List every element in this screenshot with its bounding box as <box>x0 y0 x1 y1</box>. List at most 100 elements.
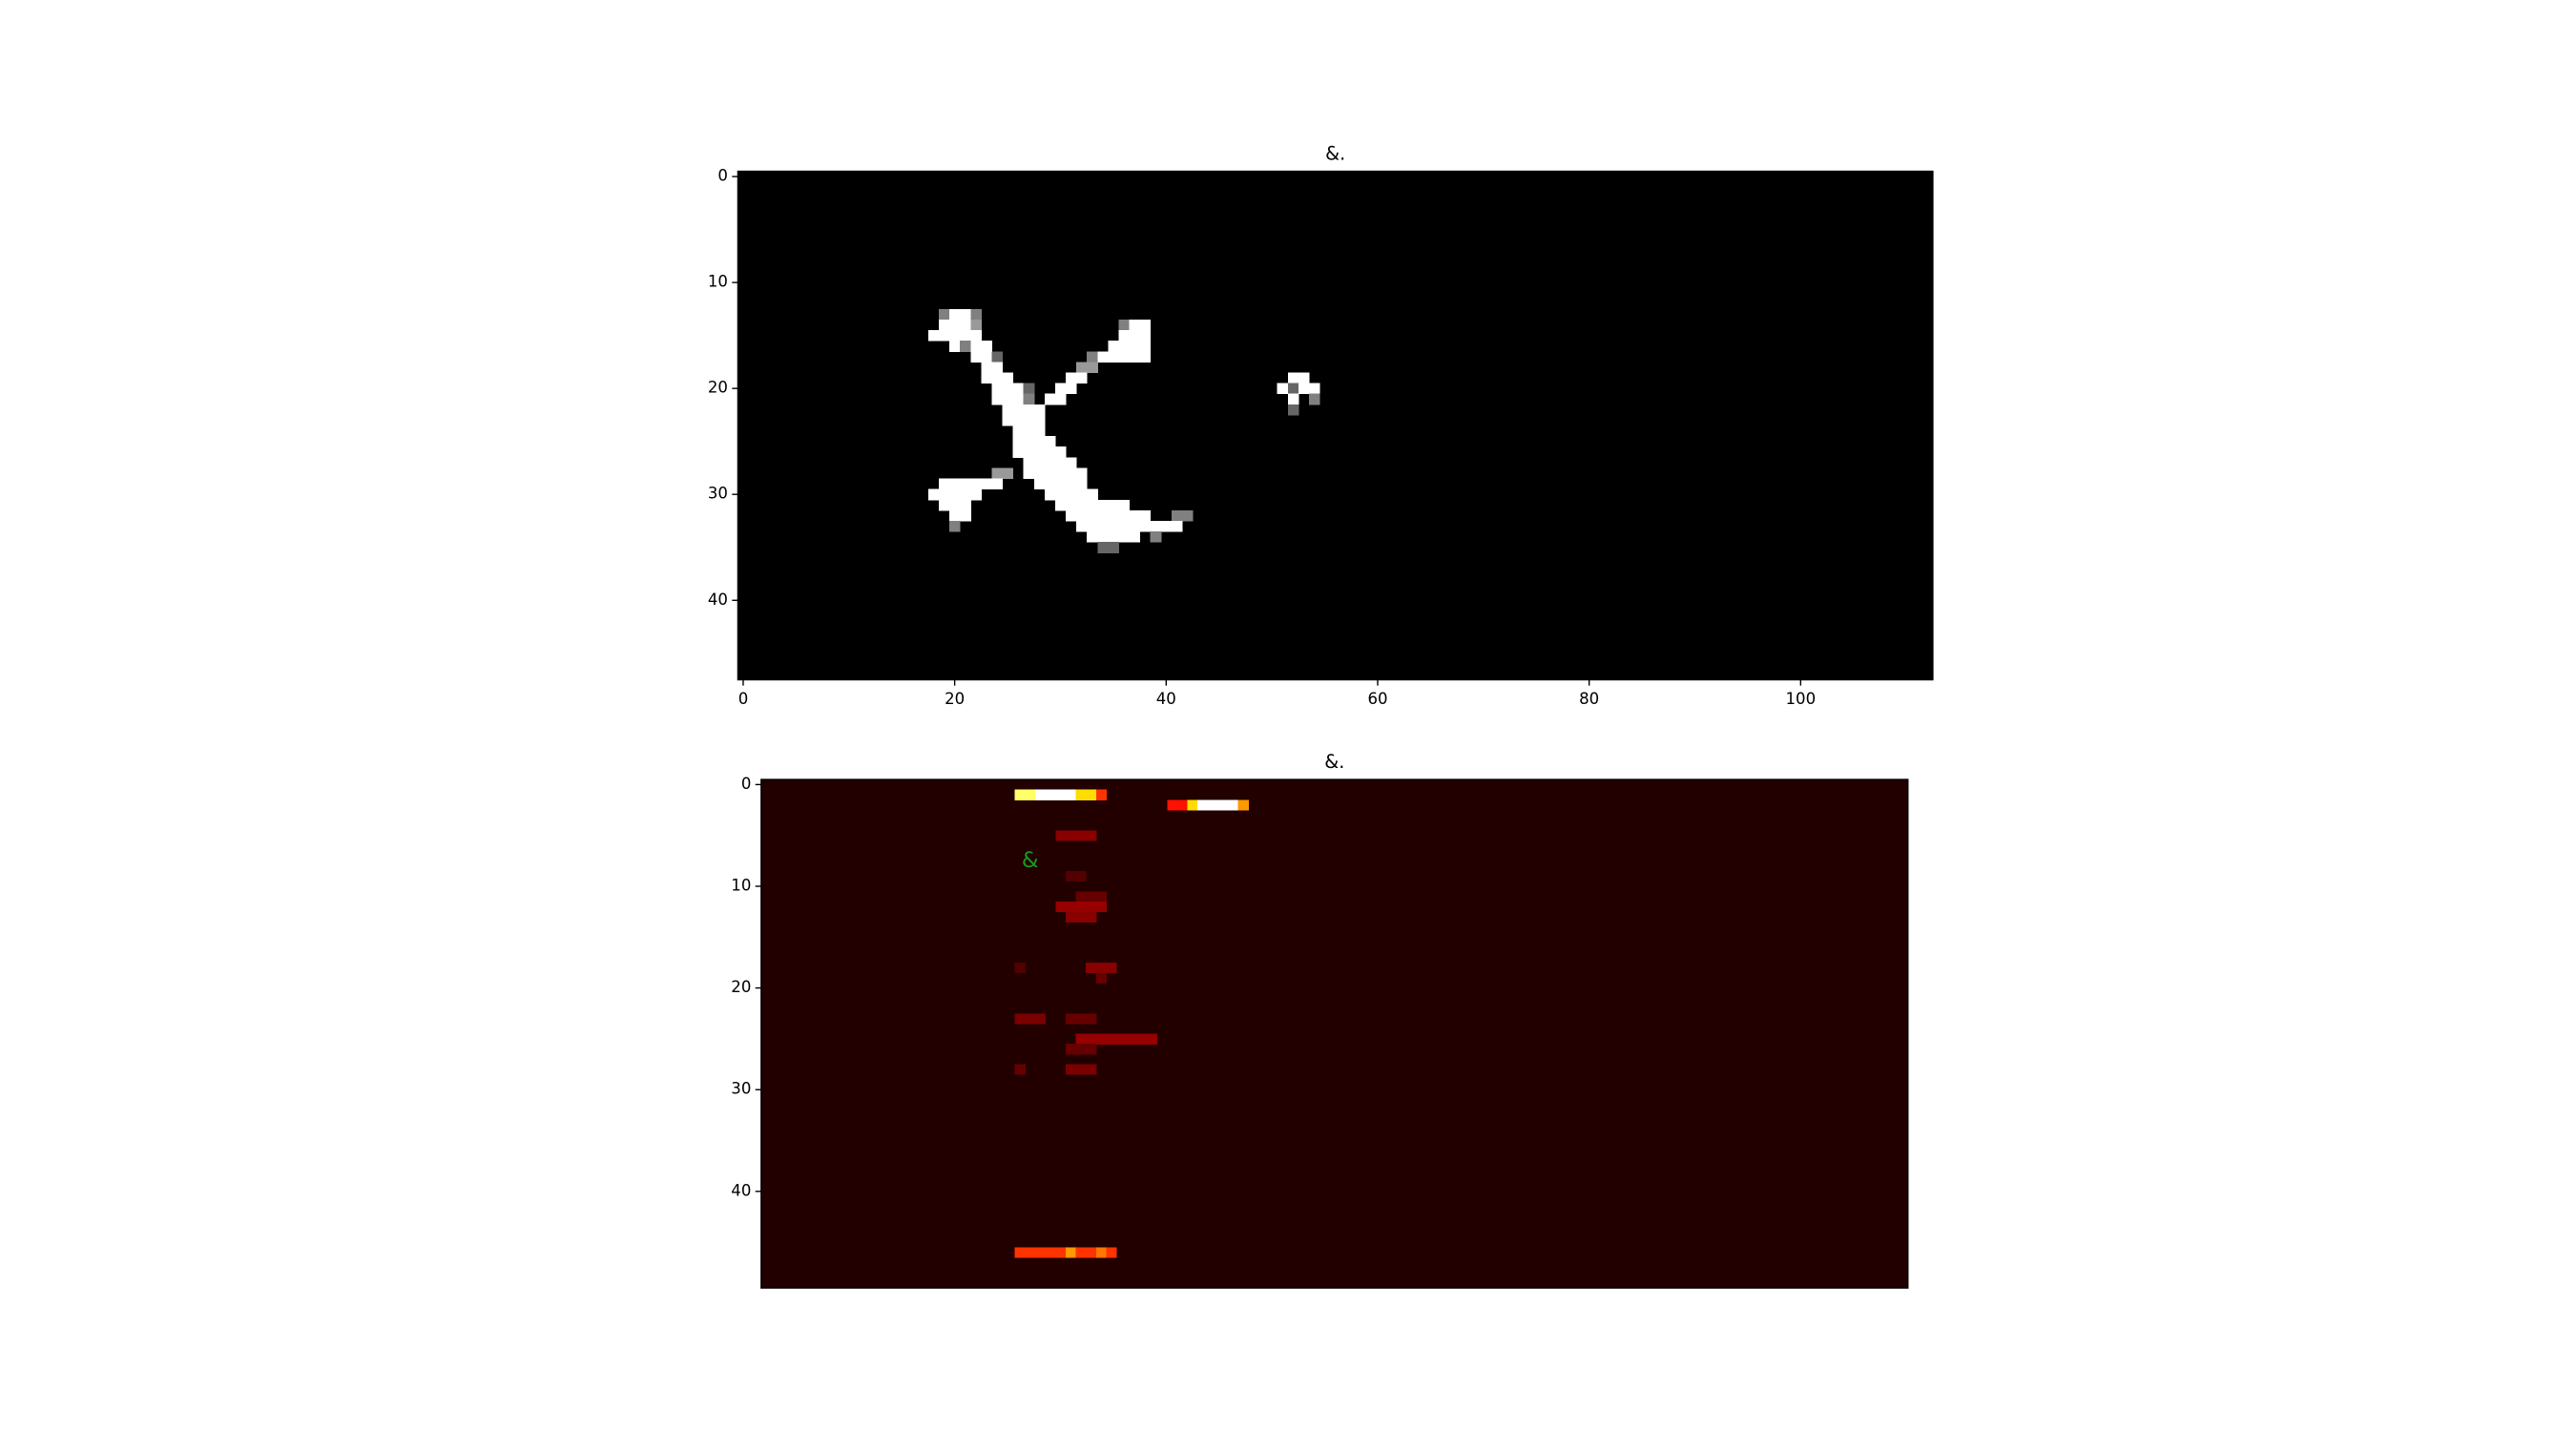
pixel <box>1065 911 1097 923</box>
pixel <box>1012 425 1046 437</box>
y-tick-label: 10 <box>708 273 728 291</box>
subplot: &. 0 10 20 30 40 & <box>731 751 1909 1289</box>
pixel <box>939 319 971 331</box>
pixel <box>1129 319 1152 331</box>
y-tick-label: 40 <box>731 1181 751 1199</box>
pixel <box>1287 393 1299 405</box>
pixel <box>1066 509 1152 522</box>
pixel <box>1075 891 1107 902</box>
pixel <box>991 383 1025 395</box>
pixel <box>1118 319 1131 331</box>
pixel <box>970 308 982 321</box>
pixel <box>1287 372 1310 384</box>
pixel <box>1012 436 1056 447</box>
annotation: & <box>1022 848 1039 873</box>
pixel <box>1075 1033 1158 1045</box>
x-tick-label: 20 <box>945 690 965 708</box>
pixel <box>1095 1247 1107 1258</box>
pixel <box>1237 799 1249 811</box>
x-tick-label: 80 <box>1579 690 1599 708</box>
pixel <box>1076 520 1183 532</box>
pixel <box>1197 799 1239 811</box>
pixel <box>1287 404 1299 416</box>
pixel <box>939 308 950 321</box>
pixel <box>1023 457 1077 468</box>
pixel <box>1054 499 1131 511</box>
pixel <box>927 488 982 501</box>
image-background <box>760 779 1908 1289</box>
pixel <box>1167 799 1189 811</box>
pixel <box>1023 467 1088 480</box>
y-tick-label: 40 <box>708 591 728 609</box>
pixel <box>1023 393 1035 405</box>
pixel <box>949 509 971 522</box>
pixel <box>1298 383 1320 395</box>
pixel <box>1106 1247 1117 1258</box>
pixel <box>1055 901 1107 913</box>
pixel <box>991 351 1004 363</box>
chart-title: &. <box>1325 143 1345 165</box>
x-tick-label: 100 <box>1786 690 1817 708</box>
pixel <box>1014 1013 1047 1025</box>
pixel <box>1014 1064 1026 1075</box>
pixel <box>991 467 1014 480</box>
pixel <box>1012 446 1067 458</box>
pixel <box>1287 383 1299 395</box>
pixel <box>991 393 1025 405</box>
pixel <box>1095 972 1107 984</box>
pixel <box>1150 531 1162 543</box>
y-tick-label: 0 <box>741 775 752 793</box>
y-tick-label: 30 <box>708 485 728 503</box>
pixel <box>960 341 971 352</box>
pixel <box>1065 1247 1077 1258</box>
pixel <box>949 341 961 352</box>
pixel <box>939 478 1004 490</box>
pixel <box>1014 962 1026 974</box>
pixel <box>927 330 982 342</box>
pixel <box>1033 478 1088 490</box>
pixel <box>1065 871 1087 882</box>
pixel <box>949 308 971 321</box>
x-tick-label: 60 <box>1367 690 1387 708</box>
pixel <box>1075 1247 1097 1258</box>
pixel <box>1118 330 1152 342</box>
pixel <box>1171 509 1194 522</box>
pixel <box>1087 351 1098 363</box>
pixel <box>1044 488 1098 501</box>
pixel <box>1014 789 1036 800</box>
pixel <box>1034 789 1077 800</box>
y-tick-label: 10 <box>731 877 751 895</box>
pixel <box>1044 393 1067 405</box>
pixel <box>1097 351 1152 363</box>
x-tick-label: 40 <box>1156 690 1176 708</box>
pixel <box>1087 531 1141 543</box>
image-background <box>737 171 1933 680</box>
axes-frame <box>760 778 1909 1289</box>
pixel <box>970 351 992 363</box>
y-tick-label: 20 <box>731 978 751 996</box>
y-tick-label: 0 <box>717 167 728 185</box>
pixel <box>1002 414 1046 426</box>
pixel <box>1097 542 1119 553</box>
pixel <box>970 341 992 352</box>
pixel <box>1002 404 1046 416</box>
pixel <box>1187 799 1198 811</box>
pixel <box>981 362 1004 374</box>
pixel <box>1308 393 1320 405</box>
pixel <box>1086 962 1117 974</box>
subplot: &. 0 10 20 30 40 0 20 40 60 80 100 <box>708 143 1934 708</box>
pixel <box>1055 830 1097 841</box>
pixel <box>1065 1013 1097 1025</box>
pixel <box>1065 1064 1097 1075</box>
pixel <box>1054 383 1077 395</box>
pixel <box>981 372 1014 384</box>
axes-frame <box>737 170 1934 681</box>
pixel <box>939 499 971 511</box>
pixel <box>1065 1044 1097 1055</box>
y-tick-label: 20 <box>708 379 728 397</box>
pixel <box>1066 372 1088 384</box>
pixel <box>1075 789 1097 800</box>
pixel <box>949 520 961 532</box>
